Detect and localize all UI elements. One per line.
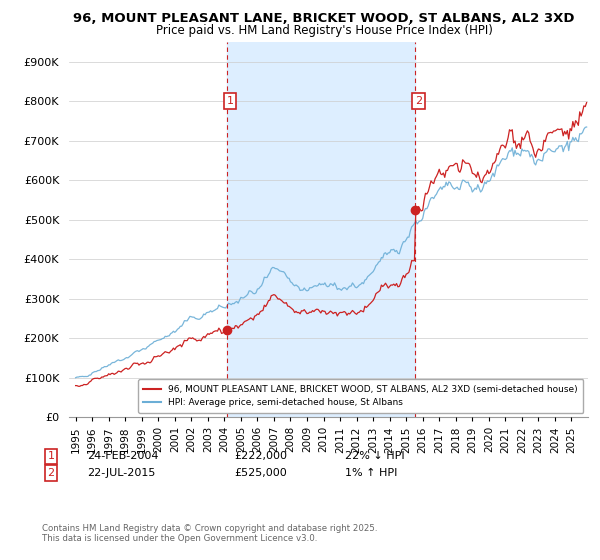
Text: 1: 1: [226, 96, 233, 106]
Text: Price paid vs. HM Land Registry's House Price Index (HPI): Price paid vs. HM Land Registry's House …: [155, 24, 493, 37]
Text: 22-JUL-2015: 22-JUL-2015: [87, 468, 155, 478]
Text: £525,000: £525,000: [234, 468, 287, 478]
Text: 96, MOUNT PLEASANT LANE, BRICKET WOOD, ST ALBANS, AL2 3XD: 96, MOUNT PLEASANT LANE, BRICKET WOOD, S…: [73, 12, 575, 25]
Text: 1% ↑ HPI: 1% ↑ HPI: [345, 468, 397, 478]
Text: 2: 2: [47, 468, 55, 478]
Text: 22% ↓ HPI: 22% ↓ HPI: [345, 451, 404, 461]
Text: Contains HM Land Registry data © Crown copyright and database right 2025.
This d: Contains HM Land Registry data © Crown c…: [42, 524, 377, 543]
Legend: 96, MOUNT PLEASANT LANE, BRICKET WOOD, ST ALBANS, AL2 3XD (semi-detached house),: 96, MOUNT PLEASANT LANE, BRICKET WOOD, S…: [138, 379, 583, 413]
Text: £222,000: £222,000: [234, 451, 287, 461]
Bar: [227, 42, 415, 417]
Text: 24-FEB-2004: 24-FEB-2004: [87, 451, 158, 461]
Text: 1: 1: [47, 451, 55, 461]
Text: 2: 2: [415, 96, 422, 106]
